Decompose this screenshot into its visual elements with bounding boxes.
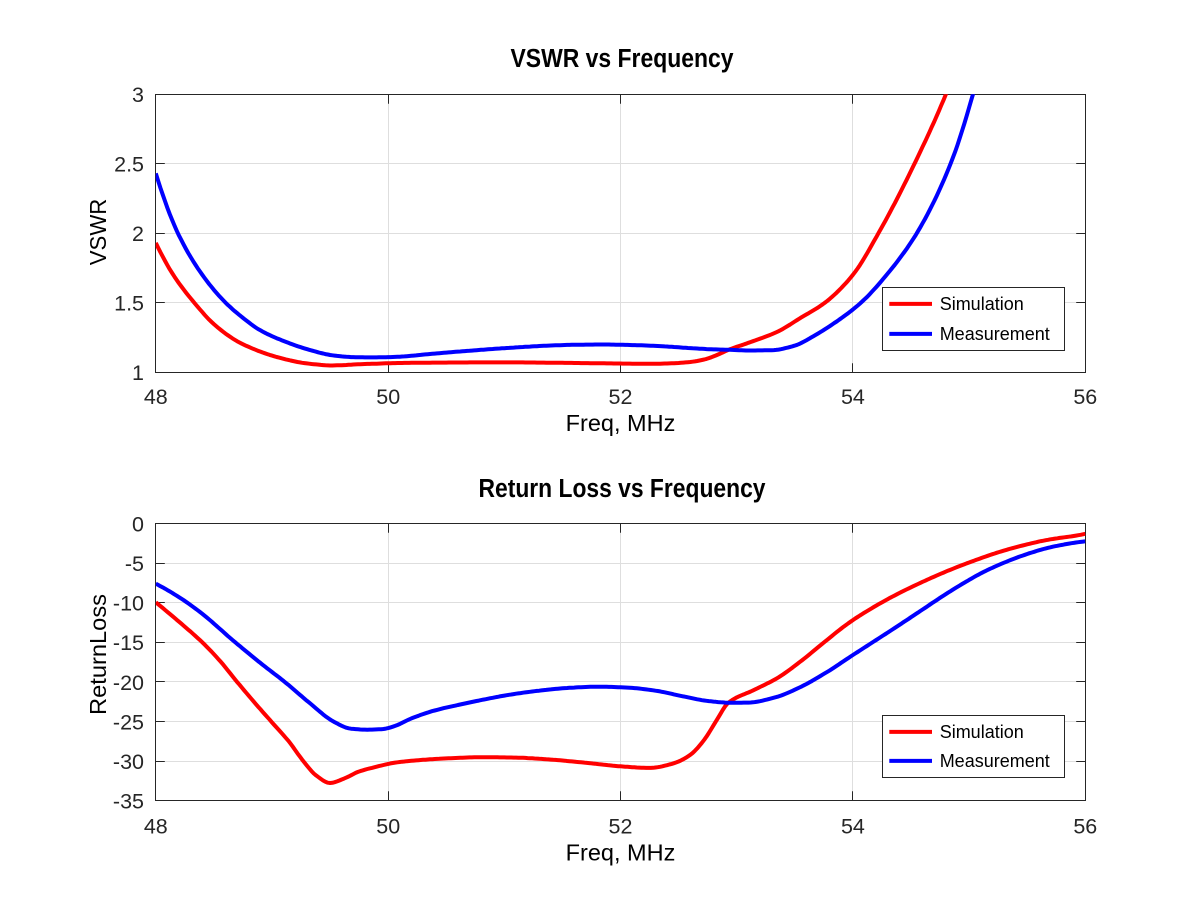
svg-text:50: 50 bbox=[376, 385, 400, 409]
svg-text:Freq, MHz: Freq, MHz bbox=[566, 840, 676, 866]
svg-text:56: 56 bbox=[1073, 385, 1097, 409]
svg-text:Measurement: Measurement bbox=[940, 751, 1050, 771]
svg-text:Measurement: Measurement bbox=[940, 324, 1050, 344]
svg-text:48: 48 bbox=[144, 385, 168, 409]
svg-text:VSWR vs Frequency: VSWR vs Frequency bbox=[511, 45, 735, 73]
svg-text:ReturnLoss: ReturnLoss bbox=[85, 594, 111, 715]
svg-text:54: 54 bbox=[841, 385, 865, 409]
svg-text:-30: -30 bbox=[113, 750, 144, 774]
svg-text:-5: -5 bbox=[125, 552, 144, 576]
svg-text:-20: -20 bbox=[113, 671, 144, 695]
svg-text:3: 3 bbox=[132, 83, 144, 107]
svg-text:1: 1 bbox=[132, 361, 144, 385]
svg-text:VSWR: VSWR bbox=[85, 199, 111, 266]
svg-text:Return Loss vs Frequency: Return Loss vs Frequency bbox=[479, 475, 767, 503]
svg-text:54: 54 bbox=[841, 815, 865, 839]
svg-text:2: 2 bbox=[132, 222, 144, 246]
svg-text:56: 56 bbox=[1073, 815, 1097, 839]
svg-text:52: 52 bbox=[609, 385, 633, 409]
svg-text:50: 50 bbox=[376, 815, 400, 839]
svg-text:Simulation: Simulation bbox=[940, 722, 1024, 742]
svg-text:0: 0 bbox=[132, 512, 144, 536]
svg-text:2.5: 2.5 bbox=[114, 153, 144, 177]
svg-text:-10: -10 bbox=[113, 592, 144, 616]
svg-text:1.5: 1.5 bbox=[114, 292, 144, 316]
svg-text:52: 52 bbox=[609, 815, 633, 839]
svg-text:Freq, MHz: Freq, MHz bbox=[566, 410, 676, 436]
svg-text:-35: -35 bbox=[113, 790, 144, 814]
svg-text:-15: -15 bbox=[113, 631, 144, 655]
svg-text:48: 48 bbox=[144, 815, 168, 839]
svg-text:Simulation: Simulation bbox=[940, 294, 1024, 314]
svg-text:-25: -25 bbox=[113, 711, 144, 735]
